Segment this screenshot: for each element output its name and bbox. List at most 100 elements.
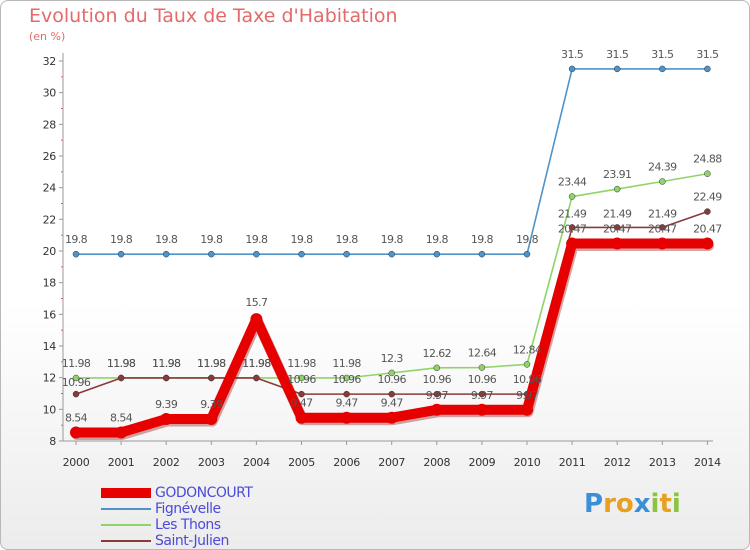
data-label-les-thons: 23.91 (603, 168, 632, 181)
data-point-fignevelle[interactable] (704, 65, 711, 73)
data-label-godoncourt: 20.47 (603, 223, 632, 236)
data-label-godoncourt: 20.47 (648, 223, 677, 236)
chart-subtitle: (en %) (29, 30, 66, 43)
data-label-fignevelle: 19.8 (516, 233, 539, 246)
data-point-les-thons[interactable] (523, 361, 531, 368)
data-label-godoncourt: 9.39 (155, 398, 178, 411)
legend-label-godoncourt: GODONCOURT (155, 485, 253, 501)
data-point-saint-julien[interactable] (478, 390, 486, 398)
data-point-fignevelle[interactable] (613, 65, 621, 73)
data-point-fignevelle[interactable] (72, 250, 80, 258)
data-point-godoncourt[interactable] (521, 403, 533, 416)
y-tick-label: 8 (49, 435, 56, 448)
data-point-fignevelle[interactable] (659, 65, 666, 73)
data-point-les-thons[interactable] (478, 364, 486, 371)
data-point-saint-julien[interactable] (613, 224, 621, 231)
data-point-godoncourt[interactable] (340, 411, 353, 424)
data-point-saint-julien[interactable] (343, 390, 350, 398)
data-point-godoncourt[interactable] (475, 403, 488, 416)
legend-item-godoncourt[interactable]: GODONCOURT (101, 485, 253, 501)
data-point-saint-julien[interactable] (298, 390, 305, 398)
data-point-fignevelle[interactable] (388, 250, 395, 258)
legend-swatch-saint-julien (101, 540, 151, 542)
data-point-saint-julien[interactable] (704, 208, 711, 215)
data-point-fignevelle[interactable] (117, 250, 125, 258)
data-label-godoncourt: 9.39 (200, 398, 223, 411)
data-point-fignevelle[interactable] (523, 250, 531, 258)
logo-letter: o (615, 489, 634, 519)
data-point-les-thons[interactable] (298, 374, 305, 382)
legend-item-fignevelle[interactable]: Fignévelle (101, 501, 252, 517)
legend-label-saint-julien: Saint-Julien (155, 533, 229, 549)
y-tick-label: 22 (43, 213, 56, 226)
logo-letter: i (650, 489, 660, 519)
data-point-les-thons[interactable] (343, 374, 350, 382)
data-point-les-thons[interactable] (613, 185, 621, 193)
data-label-saint-julien: 22.49 (693, 191, 722, 204)
data-label-saint-julien: 10.96 (62, 376, 91, 389)
data-label-saint-julien: 11.98 (242, 357, 271, 370)
data-point-les-thons[interactable] (433, 364, 441, 372)
data-point-saint-julien[interactable] (253, 374, 260, 382)
legend-item-les-thons[interactable]: Les Thons (101, 517, 252, 533)
data-point-les-thons[interactable] (568, 193, 576, 200)
data-label-les-thons: 11.98 (287, 357, 316, 370)
x-tick-label: 2004 (243, 456, 270, 469)
x-tick-label: 2006 (333, 456, 360, 469)
axes: 8 10 12 14 16 18 20 22 24 26 28 30 32 2000 2001 2002 200… (43, 53, 721, 469)
data-point-fignevelle[interactable] (478, 250, 486, 258)
y-tick-label: 24 (43, 182, 57, 195)
data-point-fignevelle[interactable] (343, 250, 350, 258)
data-point-godoncourt[interactable] (205, 412, 218, 425)
data-label-fignevelle: 19.8 (426, 233, 449, 246)
data-label-fignevelle: 31.5 (561, 48, 584, 61)
data-point-godoncourt[interactable] (295, 411, 308, 424)
data-point-les-thons[interactable] (704, 170, 711, 177)
data-label-les-thons: 11.98 (62, 357, 91, 370)
data-point-fignevelle[interactable] (433, 250, 441, 258)
logo-letter: x (633, 489, 651, 519)
data-label-saint-julien: 11.98 (152, 357, 181, 370)
data-point-saint-julien[interactable] (72, 390, 80, 398)
data-point-les-thons[interactable] (388, 369, 395, 377)
data-point-saint-julien[interactable] (388, 390, 395, 398)
data-point-les-thons[interactable] (659, 178, 666, 185)
data-point-saint-julien[interactable] (568, 224, 576, 231)
data-point-godoncourt[interactable] (430, 403, 443, 416)
data-label-godoncourt: 9.97 (471, 389, 494, 402)
y-tick-label: 30 (43, 87, 57, 100)
x-tick-label: 2010 (514, 456, 541, 469)
proxiti-logo: Proxiti (584, 489, 681, 519)
data-point-les-thons[interactable] (72, 374, 80, 382)
data-point-saint-julien[interactable] (433, 390, 441, 398)
data-point-fignevelle[interactable] (298, 250, 305, 258)
data-point-fignevelle[interactable] (568, 65, 576, 73)
legend-label-les-thons: Les Thons (155, 517, 221, 533)
data-point-godoncourt[interactable] (115, 426, 128, 439)
data-label-fignevelle: 19.8 (65, 233, 88, 246)
legend: GODONCOURT Fignévelle Les Thons Saint-Ju… (101, 485, 253, 549)
data-point-fignevelle[interactable] (253, 250, 260, 258)
data-point-godoncourt[interactable] (701, 237, 714, 250)
data-label-les-thons: 12.3 (381, 352, 404, 365)
data-point-godoncourt[interactable] (611, 237, 624, 250)
y-tick-label: 18 (43, 277, 57, 290)
data-point-godoncourt[interactable] (70, 426, 82, 439)
data-point-saint-julien[interactable] (117, 374, 125, 382)
data-point-saint-julien[interactable] (162, 374, 170, 382)
data-label-godoncourt: 15.7 (245, 296, 268, 309)
x-tick-label: 2008 (423, 456, 450, 469)
data-point-godoncourt[interactable] (385, 411, 398, 424)
data-point-fignevelle[interactable] (162, 250, 170, 258)
data-point-godoncourt[interactable] (566, 237, 579, 250)
legend-item-saint-julien[interactable]: Saint-Julien (101, 533, 252, 549)
y-tick-label: 14 (43, 340, 57, 353)
data-point-godoncourt[interactable] (250, 313, 263, 326)
data-point-godoncourt[interactable] (656, 237, 669, 250)
data-point-saint-julien[interactable] (659, 224, 666, 231)
data-point-godoncourt[interactable] (160, 412, 173, 425)
y-tick-label: 10 (43, 403, 57, 416)
data-point-fignevelle[interactable] (208, 250, 215, 258)
data-point-saint-julien[interactable] (208, 374, 215, 382)
data-label-godoncourt: 9.97 (516, 389, 539, 402)
